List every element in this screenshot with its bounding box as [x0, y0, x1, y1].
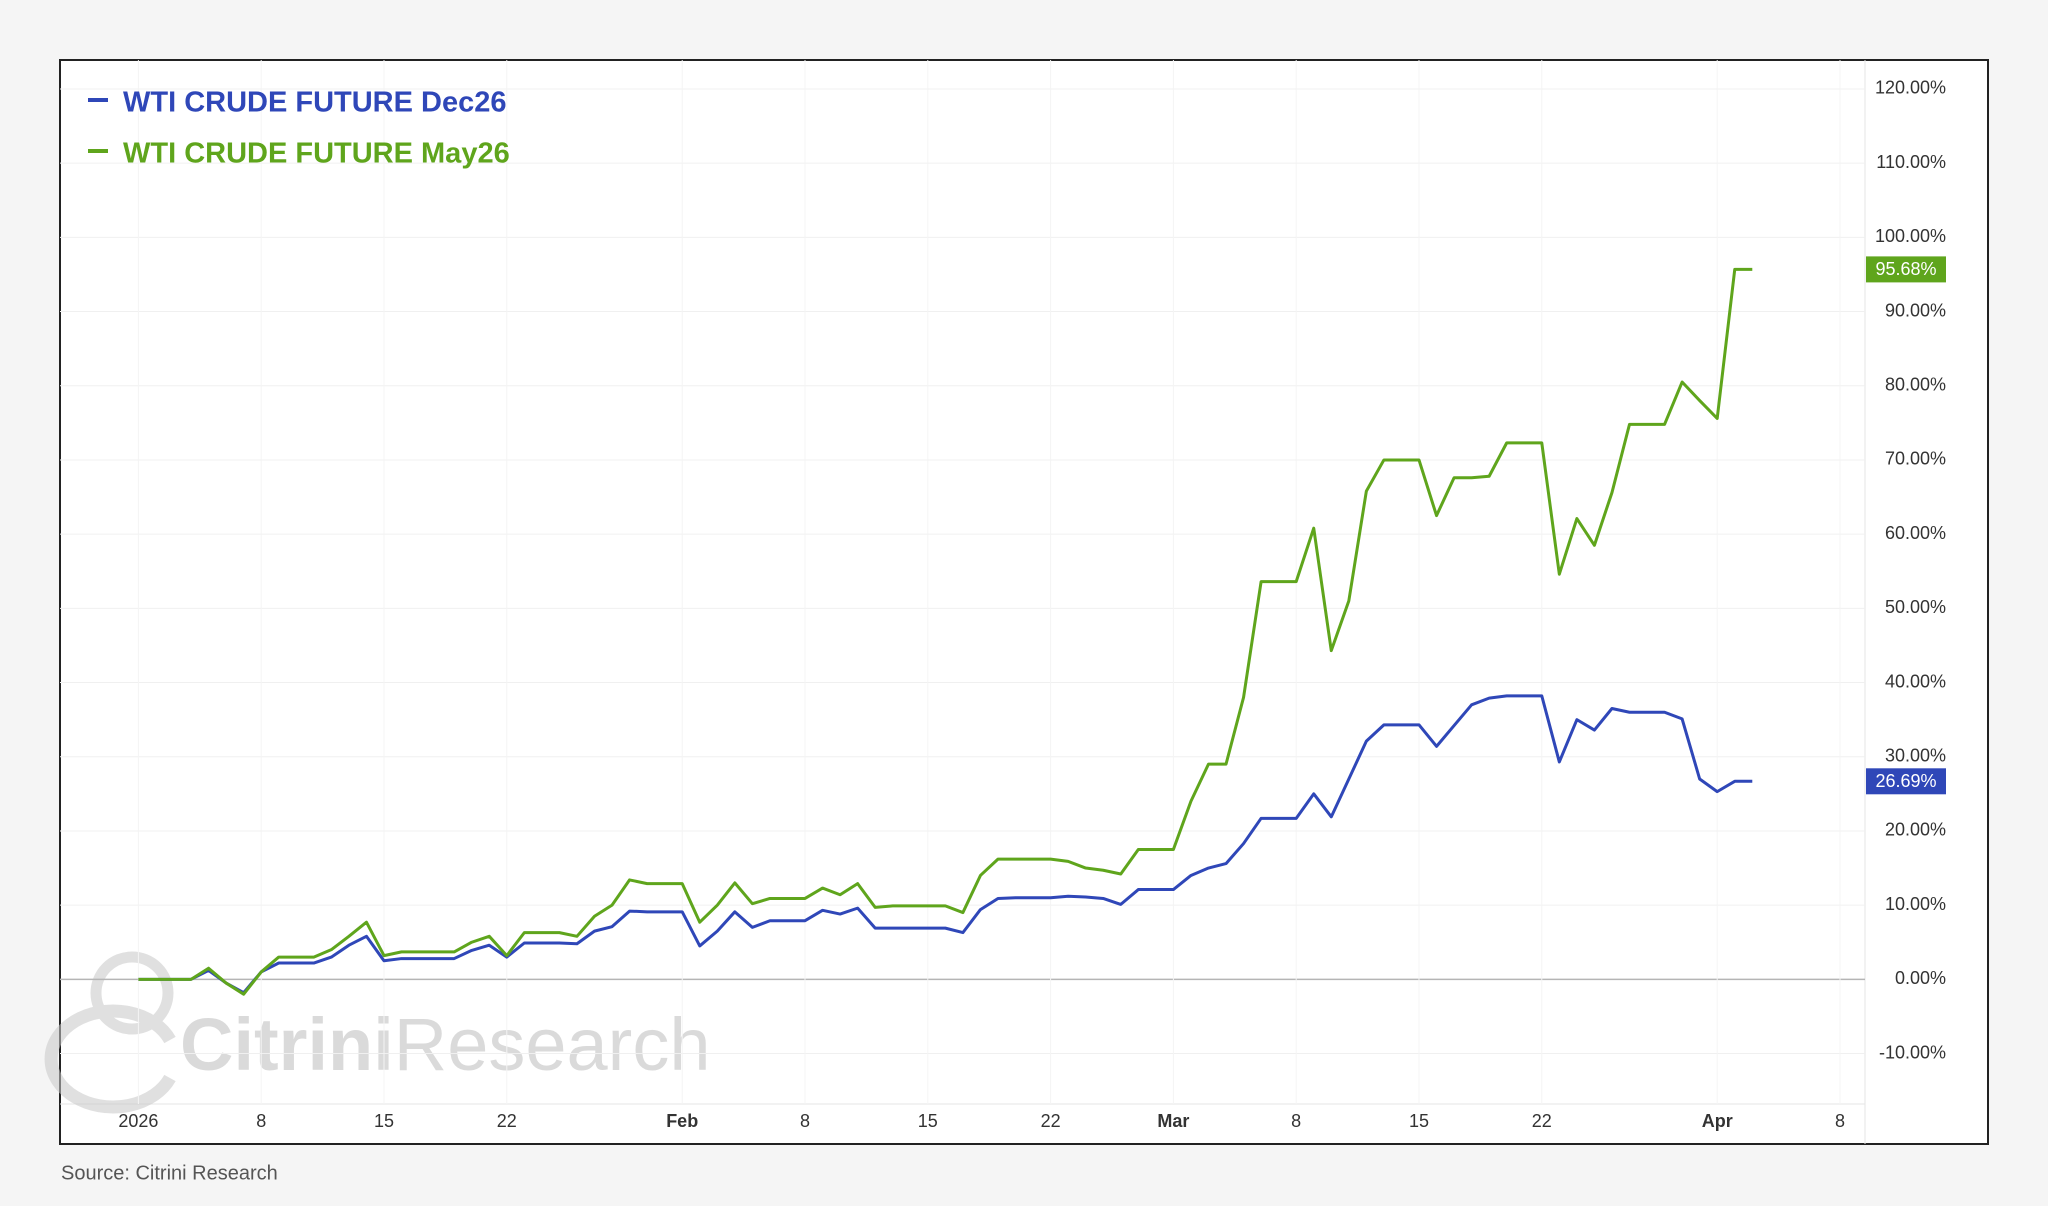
y-tick-label: 110.00%: [1876, 152, 1946, 172]
x-tick-label: Mar: [1157, 1111, 1189, 1131]
watermark: CitriniResearch: [44, 951, 710, 1114]
last-value-tag: [1866, 768, 1946, 795]
legend-label: WTI CRUDE FUTURE Dec26: [123, 87, 507, 119]
y-tick-label: 90.00%: [1885, 300, 1946, 320]
legend-label: WTI CRUDE FUTURE May26: [123, 138, 510, 170]
last-value-label: 26.69%: [1875, 771, 1936, 791]
y-tick-label: 100.00%: [1875, 226, 1946, 246]
x-tick-label: Apr: [1702, 1111, 1733, 1131]
x-tick-label: Feb: [666, 1111, 698, 1131]
y-tick-label: -10.00%: [1879, 1042, 1946, 1062]
x-tick-label: 8: [1835, 1111, 1845, 1131]
x-tick-label: 2026: [118, 1111, 158, 1131]
x-tick-label: 8: [1291, 1111, 1301, 1131]
x-tick-label: 15: [1409, 1111, 1429, 1131]
y-tick-label: 0.00%: [1895, 968, 1946, 988]
watermark-bold: Citrini: [180, 1003, 394, 1086]
frame: [59, 59, 1989, 1145]
watermark-logo: [44, 1004, 176, 1114]
x-tick-label: 15: [374, 1111, 394, 1131]
last-value-label: 95.68%: [1875, 259, 1936, 279]
x-tick-label: 8: [256, 1111, 266, 1131]
series-line: [138, 694, 1753, 995]
series-line: [138, 267, 1753, 996]
watermark-text: CitriniResearch: [180, 1003, 710, 1086]
y-tick-label: 20.00%: [1885, 820, 1946, 840]
x-tick-label: 22: [1041, 1111, 1061, 1131]
x-tick-label: 22: [497, 1111, 517, 1131]
y-tick-label: 10.00%: [1885, 894, 1946, 914]
source-note: Source: Citrini Research: [61, 1162, 278, 1184]
y-tick-label: 60.00%: [1885, 523, 1946, 543]
grid: [60, 60, 1865, 1104]
watermark-logo: [90, 951, 174, 1035]
y-tick-label: 30.00%: [1885, 745, 1946, 765]
x-tick-label: 15: [918, 1111, 938, 1131]
watermark-regular: Research: [394, 1003, 711, 1086]
last-value-tag: [1866, 256, 1946, 283]
y-tick-label: 70.00%: [1885, 449, 1946, 469]
x-tick-label: 8: [800, 1111, 810, 1131]
y-tick-label: 80.00%: [1885, 374, 1946, 394]
x-tick-label: 22: [1532, 1111, 1552, 1131]
y-tick-label: 50.00%: [1885, 597, 1946, 617]
y-tick-label: 40.00%: [1885, 671, 1946, 691]
y-tick-label: 120.00%: [1875, 78, 1946, 98]
